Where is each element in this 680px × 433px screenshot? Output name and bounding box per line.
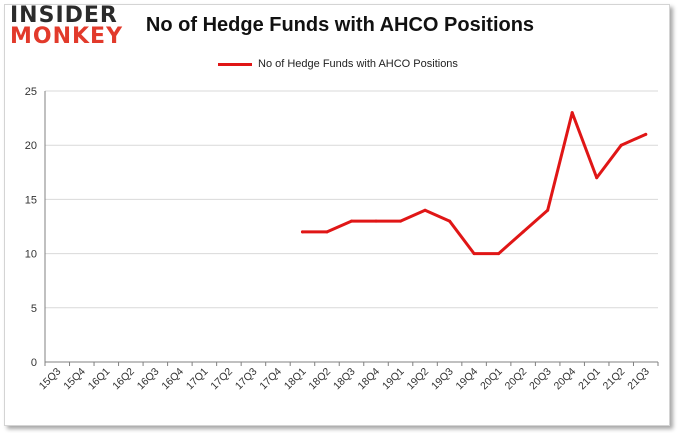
x-tick-label: 17Q1 [184, 366, 211, 393]
data-point [325, 230, 329, 234]
x-tick-label: 18Q2 [306, 366, 333, 393]
y-tick-label: 10 [25, 249, 37, 261]
data-point [399, 219, 403, 223]
x-tick-label: 18Q3 [331, 366, 358, 393]
data-point [448, 219, 452, 223]
y-tick-label: 15 [25, 194, 37, 206]
x-tick-label: 17Q3 [233, 366, 260, 393]
insider-monkey-logo: INSIDER MONKEY [10, 3, 124, 49]
x-tick-label: 19Q1 [380, 366, 407, 393]
x-tick-label: 21Q1 [576, 366, 603, 393]
data-point [644, 132, 648, 136]
data-point [619, 143, 623, 147]
x-tick-label: 15Q3 [37, 366, 64, 393]
x-tick-label: 16Q1 [86, 366, 113, 393]
y-tick-label: 20 [25, 140, 37, 152]
x-tick-label: 19Q2 [405, 366, 432, 393]
y-tick-label: 0 [31, 357, 37, 369]
chart-frame [4, 4, 670, 426]
x-tick-label: 20Q3 [527, 366, 554, 393]
x-tick-label: 16Q4 [159, 366, 186, 393]
data-point [472, 252, 476, 256]
y-tick-label: 5 [31, 303, 37, 315]
data-point [546, 208, 550, 212]
data-point [350, 219, 353, 223]
data-point [521, 230, 525, 234]
x-tick-label: 20Q1 [478, 366, 505, 393]
x-tick-label: 18Q1 [282, 366, 309, 393]
x-tick-label: 18Q4 [355, 366, 382, 393]
x-tick-label: 16Q2 [110, 366, 137, 393]
data-point [497, 252, 501, 256]
x-tick-label: 20Q2 [503, 366, 530, 393]
x-tick-label: 17Q2 [208, 366, 235, 393]
data-point [300, 230, 304, 234]
data-point [595, 176, 599, 180]
data-point [423, 208, 427, 212]
x-tick-label: 19Q4 [454, 366, 481, 393]
legend-swatch [218, 62, 252, 66]
series-line [300, 111, 648, 256]
x-tick-label: 21Q3 [625, 366, 652, 393]
logo-line-2: MONKEY [10, 23, 124, 49]
logo-line-1: INSIDER [10, 3, 118, 28]
x-tick-label: 17Q4 [257, 366, 284, 393]
legend-label: No of Hedge Funds with AHCO Positions [258, 58, 458, 70]
chart-title: No of Hedge Funds with AHCO Positions [145, 14, 535, 36]
data-point [570, 111, 574, 115]
data-point [374, 219, 378, 223]
y-tick-label: 25 [25, 86, 37, 98]
x-tick-label: 19Q3 [429, 366, 456, 393]
x-tick-label: 20Q4 [552, 366, 579, 393]
chart-legend: No of Hedge Funds with AHCO Positions [218, 55, 458, 73]
x-tick-label: 16Q3 [135, 366, 162, 393]
x-tick-label: 15Q4 [61, 366, 88, 393]
x-tick-label: 21Q2 [601, 366, 628, 393]
